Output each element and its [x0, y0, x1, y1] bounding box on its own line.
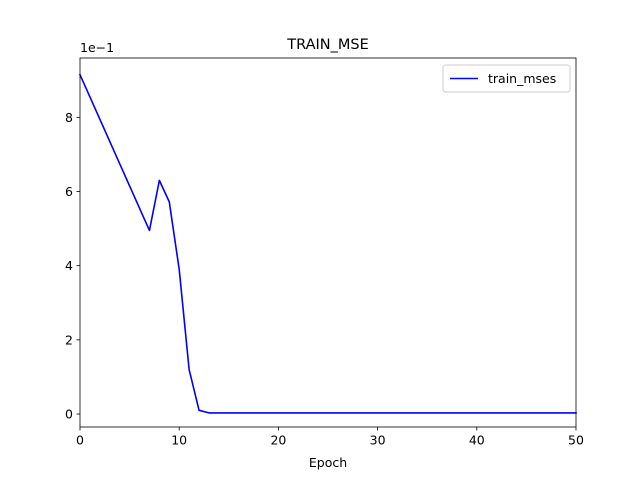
x-axis-label: Epoch [309, 455, 347, 470]
x-tick-label: 0 [76, 433, 84, 448]
y-tick-label: 2 [65, 332, 73, 347]
legend: train_mses [442, 64, 571, 93]
y-scale-label: 1e−1 [80, 40, 114, 55]
y-tick-label: 8 [65, 110, 73, 125]
y-tick-label: 6 [65, 184, 73, 199]
x-tick-label: 30 [370, 433, 386, 448]
x-tick-label: 10 [171, 433, 187, 448]
chart-title: TRAIN_MSE [286, 37, 369, 53]
y-tick-label: 0 [65, 407, 73, 422]
legend-label: train_mses [488, 71, 556, 86]
x-tick-label: 50 [568, 433, 584, 448]
legend-box [442, 64, 571, 93]
y-tick-label: 4 [65, 258, 73, 273]
x-tick-label: 40 [469, 433, 485, 448]
series-line-train_mses [78, 73, 577, 414]
axes-frame [79, 57, 577, 428]
x-tick-label: 20 [270, 433, 286, 448]
plot-area: 0 10 20 30 40 50 0 2 4 6 8 [65, 57, 584, 448]
